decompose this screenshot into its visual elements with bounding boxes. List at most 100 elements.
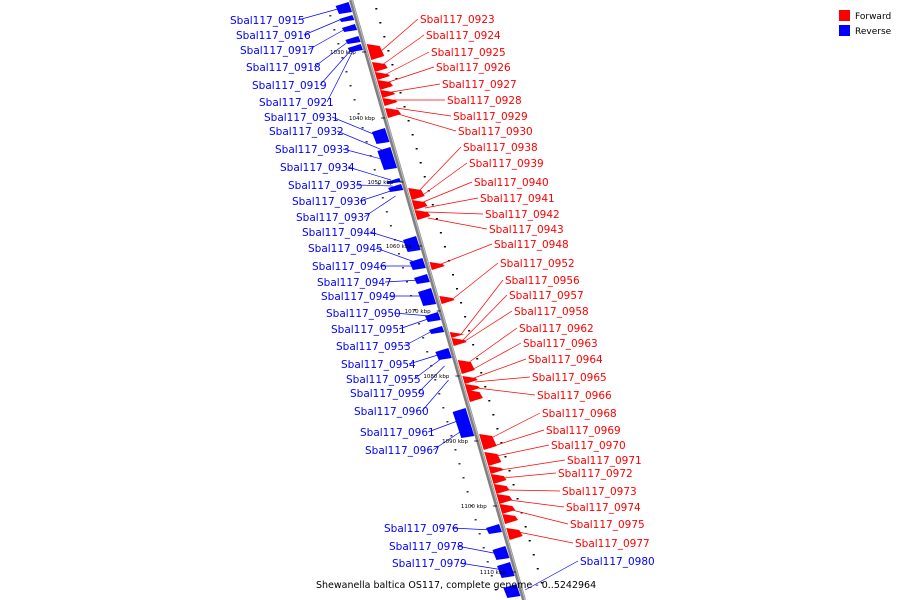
forward-gene-label[interactable]: Sbal117_0929 bbox=[453, 111, 528, 123]
forward-gene-label[interactable]: Sbal117_0942 bbox=[485, 209, 560, 221]
forward-gene-block[interactable] bbox=[464, 384, 481, 392]
reverse-gene-label[interactable]: Sbal117_0946 bbox=[312, 261, 387, 273]
reverse-gene-label[interactable]: Sbal117_0954 bbox=[341, 359, 416, 371]
reverse-gene-label[interactable]: Sbal117_0932 bbox=[269, 126, 344, 138]
reverse-gene-label[interactable]: Sbal117_0937 bbox=[296, 212, 371, 224]
reverse-gene-label[interactable]: Sbal117_0961 bbox=[360, 427, 435, 439]
forward-gene-label[interactable]: Sbal117_0938 bbox=[463, 142, 538, 154]
forward-gene-label[interactable]: Sbal117_0977 bbox=[575, 538, 650, 550]
reverse-gene-label[interactable]: Sbal117_0916 bbox=[236, 30, 311, 42]
forward-gene-label[interactable]: Sbal117_0970 bbox=[551, 440, 626, 452]
reverse-gene-block[interactable] bbox=[386, 178, 402, 184]
reverse-gene-block[interactable] bbox=[388, 184, 404, 192]
reverse-gene-block[interactable] bbox=[418, 288, 437, 306]
forward-gene-label[interactable]: Sbal117_0952 bbox=[500, 258, 575, 270]
forward-gene-block[interactable] bbox=[408, 188, 425, 200]
reverse-gene-block[interactable] bbox=[503, 584, 521, 598]
forward-gene-label[interactable]: Sbal117_0928 bbox=[447, 95, 522, 107]
forward-gene-block[interactable] bbox=[490, 474, 507, 484]
forward-gene-block[interactable] bbox=[451, 338, 467, 346]
forward-gene-label[interactable]: Sbal117_0965 bbox=[532, 372, 607, 384]
forward-gene-label[interactable]: Sbal117_0964 bbox=[528, 354, 603, 366]
reverse-gene-block[interactable] bbox=[377, 147, 398, 170]
reverse-gene-label[interactable]: Sbal117_0934 bbox=[280, 162, 355, 174]
forward-gene-label[interactable]: Sbal117_0941 bbox=[480, 193, 555, 205]
forward-gene-block[interactable] bbox=[371, 62, 388, 72]
forward-gene-label[interactable]: Sbal117_0958 bbox=[514, 306, 589, 318]
reverse-gene-label[interactable]: Sbal117_0935 bbox=[288, 180, 363, 192]
forward-gene-label[interactable]: Sbal117_0975 bbox=[570, 519, 645, 531]
reverse-gene-label[interactable]: Sbal117_0915 bbox=[230, 15, 305, 27]
reverse-gene-label[interactable]: Sbal117_0931 bbox=[264, 112, 339, 124]
forward-gene-label[interactable]: Sbal117_0973 bbox=[562, 486, 637, 498]
reverse-gene-label[interactable]: Sbal117_0936 bbox=[292, 196, 367, 208]
forward-gene-block[interactable] bbox=[411, 200, 428, 210]
forward-gene-block[interactable] bbox=[377, 80, 393, 90]
forward-gene-block[interactable] bbox=[414, 210, 431, 220]
reverse-gene-block[interactable] bbox=[345, 36, 361, 44]
forward-gene-label[interactable]: Sbal117_0948 bbox=[494, 239, 569, 251]
forward-gene-block[interactable] bbox=[488, 466, 504, 474]
forward-gene-block[interactable] bbox=[379, 90, 396, 98]
reverse-gene-block[interactable] bbox=[335, 2, 353, 14]
reverse-gene-label[interactable]: Sbal117_0953 bbox=[336, 341, 411, 353]
reverse-gene-label[interactable]: Sbal117_0945 bbox=[308, 243, 383, 255]
reverse-gene-label[interactable]: Sbal117_0951 bbox=[331, 324, 406, 336]
reverse-gene-block[interactable] bbox=[486, 524, 502, 534]
forward-gene-label[interactable]: Sbal117_0966 bbox=[537, 390, 612, 402]
reverse-gene-label[interactable]: Sbal117_0960 bbox=[354, 406, 429, 418]
forward-gene-block[interactable] bbox=[439, 296, 455, 304]
reverse-gene-block[interactable] bbox=[341, 24, 358, 32]
reverse-gene-block[interactable] bbox=[424, 312, 441, 322]
forward-gene-label[interactable]: Sbal117_0956 bbox=[505, 275, 580, 287]
reverse-gene-block[interactable] bbox=[413, 274, 430, 284]
reverse-gene-label[interactable]: Sbal117_0950 bbox=[326, 308, 401, 320]
forward-gene-label[interactable]: Sbal117_0969 bbox=[546, 425, 621, 437]
forward-gene-block[interactable] bbox=[466, 390, 483, 402]
reverse-gene-block[interactable] bbox=[497, 562, 515, 578]
forward-gene-block[interactable] bbox=[457, 360, 475, 374]
forward-gene-label[interactable]: Sbal117_0972 bbox=[558, 468, 633, 480]
reverse-gene-label[interactable]: Sbal117_0955 bbox=[346, 374, 421, 386]
reverse-gene-label[interactable]: Sbal117_0918 bbox=[246, 62, 321, 74]
reverse-gene-label[interactable]: Sbal117_0979 bbox=[392, 558, 467, 570]
forward-gene-block[interactable] bbox=[366, 44, 385, 60]
forward-gene-label[interactable]: Sbal117_0930 bbox=[458, 126, 533, 138]
reverse-gene-block[interactable] bbox=[403, 236, 421, 252]
forward-gene-block[interactable] bbox=[493, 484, 510, 494]
reverse-gene-label[interactable]: Sbal117_0947 bbox=[317, 277, 392, 289]
forward-gene-block[interactable] bbox=[484, 452, 502, 466]
reverse-gene-block[interactable] bbox=[428, 326, 445, 334]
forward-gene-label[interactable]: Sbal117_0926 bbox=[436, 62, 511, 74]
forward-gene-label[interactable]: Sbal117_0971 bbox=[567, 455, 642, 467]
forward-gene-label[interactable]: Sbal117_0963 bbox=[523, 338, 598, 350]
forward-gene-label[interactable]: Sbal117_0925 bbox=[431, 47, 506, 59]
forward-gene-block[interactable] bbox=[499, 504, 516, 514]
forward-gene-block[interactable] bbox=[449, 332, 465, 338]
reverse-gene-label[interactable]: Sbal117_0921 bbox=[259, 97, 334, 109]
forward-gene-block[interactable] bbox=[429, 262, 445, 270]
reverse-gene-block[interactable] bbox=[452, 408, 475, 438]
reverse-gene-block[interactable] bbox=[492, 546, 510, 560]
forward-gene-block[interactable] bbox=[385, 108, 402, 118]
forward-gene-label[interactable]: Sbal117_0940 bbox=[474, 177, 549, 189]
reverse-gene-block[interactable] bbox=[435, 348, 452, 360]
forward-gene-block[interactable] bbox=[374, 72, 391, 80]
reverse-gene-label[interactable]: Sbal117_0959 bbox=[350, 388, 425, 400]
reverse-gene-label[interactable]: Sbal117_0944 bbox=[302, 227, 377, 239]
reverse-gene-label[interactable]: Sbal117_0976 bbox=[384, 523, 459, 535]
reverse-gene-label[interactable]: Sbal117_0933 bbox=[275, 144, 350, 156]
forward-gene-label[interactable]: Sbal117_0924 bbox=[426, 30, 501, 42]
forward-gene-label[interactable]: Sbal117_0968 bbox=[542, 408, 617, 420]
forward-gene-label[interactable]: Sbal117_0943 bbox=[489, 224, 564, 236]
forward-gene-block[interactable] bbox=[462, 376, 478, 384]
forward-gene-label[interactable]: Sbal117_0927 bbox=[442, 79, 517, 91]
reverse-gene-block[interactable] bbox=[409, 258, 426, 270]
forward-gene-label[interactable]: Sbal117_0957 bbox=[509, 290, 584, 302]
reverse-gene-block[interactable] bbox=[371, 128, 390, 144]
forward-gene-block[interactable] bbox=[502, 514, 519, 524]
forward-gene-block[interactable] bbox=[479, 434, 497, 450]
reverse-gene-label[interactable]: Sbal117_0980 bbox=[580, 556, 655, 568]
reverse-gene-block[interactable] bbox=[339, 15, 355, 22]
forward-gene-label[interactable]: Sbal117_0962 bbox=[519, 323, 594, 335]
